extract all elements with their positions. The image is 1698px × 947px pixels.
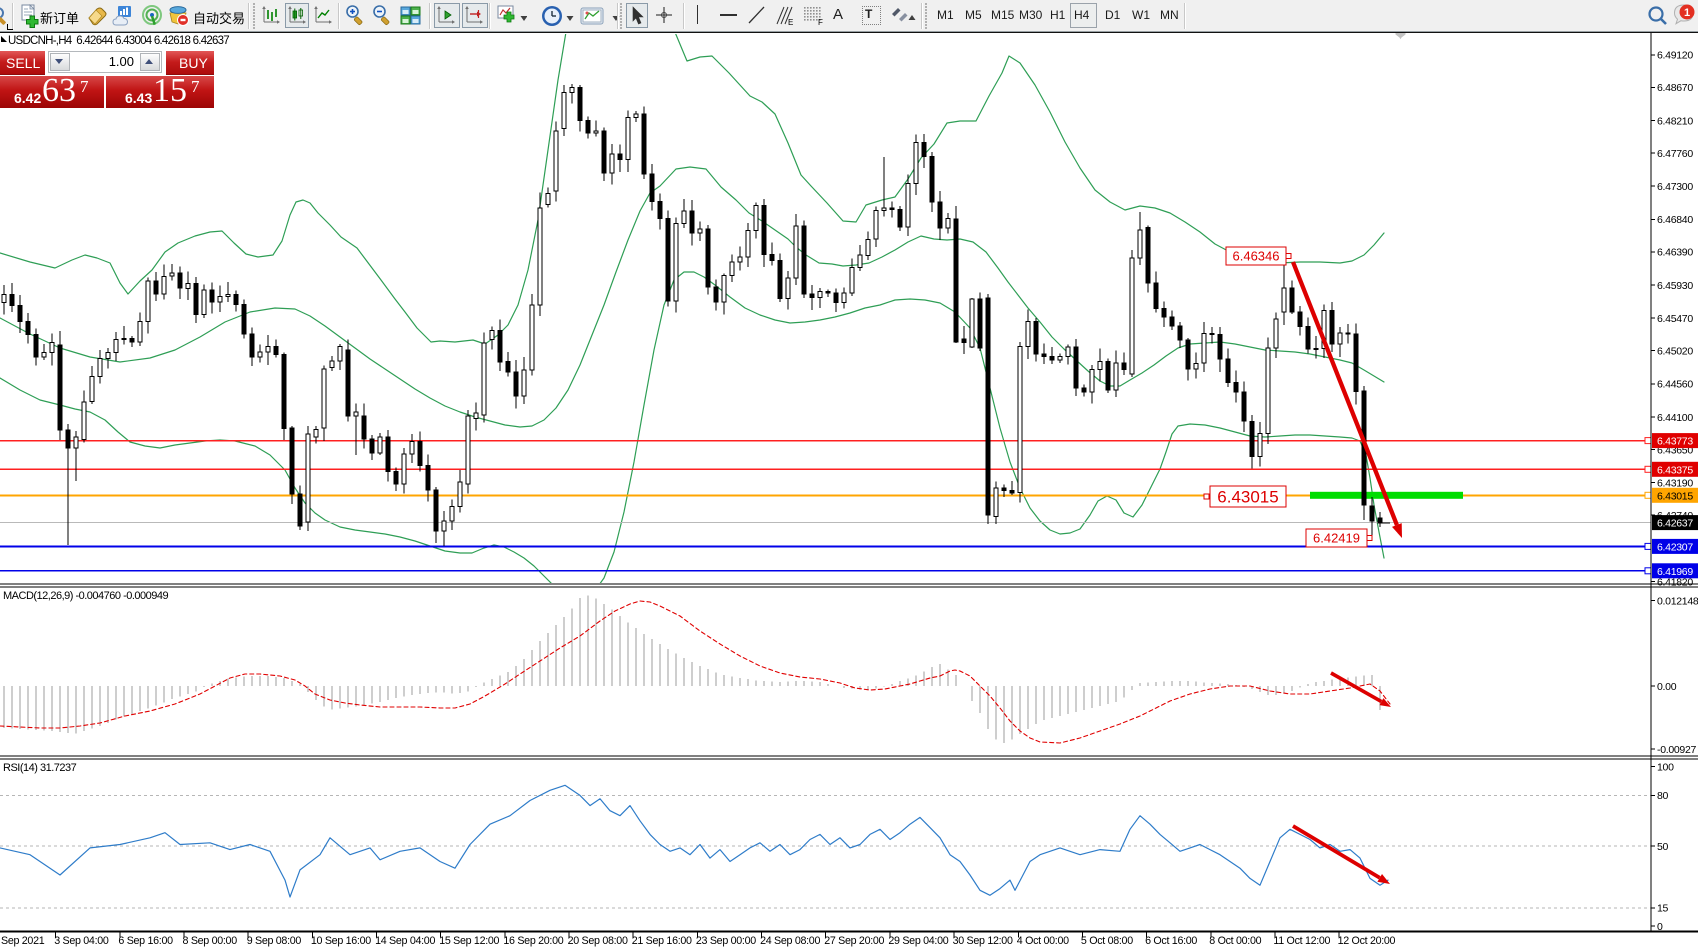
svg-text:6.43015: 6.43015 — [1657, 490, 1693, 502]
svg-text:6.45470: 6.45470 — [1657, 313, 1693, 325]
svg-text:14 Sep 04:00: 14 Sep 04:00 — [375, 935, 435, 947]
svg-text:USDCNH-,H4 6.42644 6.43004 6.: USDCNH-,H4 6.42644 6.43004 6.42618 6.426… — [8, 35, 229, 47]
svg-text:6.41969: 6.41969 — [1657, 566, 1693, 578]
svg-text:6.48210: 6.48210 — [1657, 115, 1693, 127]
svg-text:24 Sep 08:00: 24 Sep 08:00 — [760, 935, 820, 947]
svg-text:6.49120: 6.49120 — [1657, 50, 1693, 62]
svg-text:10 Sep 16:00: 10 Sep 16:00 — [311, 935, 371, 947]
svg-text:3 Sep 04:00: 3 Sep 04:00 — [54, 935, 109, 947]
svg-text:6.46840: 6.46840 — [1657, 214, 1693, 226]
svg-text:29 Sep 04:00: 29 Sep 04:00 — [888, 935, 948, 947]
svg-text:27 Sep 20:00: 27 Sep 20:00 — [824, 935, 884, 947]
svg-text:6.45020: 6.45020 — [1657, 346, 1693, 358]
svg-text:6.44560: 6.44560 — [1657, 379, 1693, 391]
svg-text:6.48670: 6.48670 — [1657, 82, 1693, 94]
svg-text:5 Oct 08:00: 5 Oct 08:00 — [1081, 935, 1133, 947]
svg-text:6.41820: 6.41820 — [1657, 576, 1693, 588]
svg-text:15 Sep 12:00: 15 Sep 12:00 — [439, 935, 499, 947]
svg-text:30 Sep 12:00: 30 Sep 12:00 — [953, 935, 1013, 947]
svg-text:15: 15 — [1657, 903, 1669, 915]
svg-text:0: 0 — [1657, 921, 1663, 933]
svg-text:6.47760: 6.47760 — [1657, 148, 1693, 160]
svg-text:E: E — [788, 18, 793, 27]
svg-text:6.43773: 6.43773 — [1657, 436, 1693, 448]
svg-text:MACD(12,26,9) -0.004760 -0.000: MACD(12,26,9) -0.004760 -0.000949 — [3, 590, 168, 602]
svg-text:80: 80 — [1657, 790, 1669, 802]
svg-text:1: 1 — [1684, 7, 1690, 19]
svg-text:6.43190: 6.43190 — [1657, 478, 1693, 490]
svg-text:6.44100: 6.44100 — [1657, 412, 1693, 424]
svg-text:6 Oct 16:00: 6 Oct 16:00 — [1145, 935, 1197, 947]
svg-text:6 Sep 16:00: 6 Sep 16:00 — [118, 935, 173, 947]
svg-text:8 Oct 00:00: 8 Oct 00:00 — [1209, 935, 1261, 947]
svg-text:20 Sep 08:00: 20 Sep 08:00 — [568, 935, 628, 947]
svg-text:6.43015: 6.43015 — [1217, 488, 1278, 507]
svg-text:4 Oct 00:00: 4 Oct 00:00 — [1017, 935, 1069, 947]
svg-text:8 Sep 00:00: 8 Sep 00:00 — [183, 935, 238, 947]
svg-text:100: 100 — [1657, 761, 1674, 773]
svg-text:23 Sep 00:00: 23 Sep 00:00 — [696, 935, 756, 947]
svg-text:RSI(14) 31.7237: RSI(14) 31.7237 — [3, 762, 77, 774]
svg-text:21 Sep 16:00: 21 Sep 16:00 — [632, 935, 692, 947]
svg-text:9 Sep 08:00: 9 Sep 08:00 — [247, 935, 302, 947]
svg-text:-0.00927: -0.00927 — [1657, 744, 1697, 756]
svg-text:12 Oct 20:00: 12 Oct 20:00 — [1338, 935, 1396, 947]
svg-text:6.46390: 6.46390 — [1657, 247, 1693, 259]
svg-text:0.00: 0.00 — [1657, 681, 1677, 693]
svg-text:16 Sep 20:00: 16 Sep 20:00 — [503, 935, 563, 947]
svg-text:6.47300: 6.47300 — [1657, 181, 1693, 193]
svg-text:6.42637: 6.42637 — [1657, 518, 1693, 530]
svg-text:6.45930: 6.45930 — [1657, 280, 1693, 292]
svg-text:6.42307: 6.42307 — [1657, 541, 1693, 553]
svg-text:Sep 2021: Sep 2021 — [1, 935, 45, 947]
svg-text:F: F — [818, 18, 823, 27]
svg-text:0.012148: 0.012148 — [1657, 595, 1698, 607]
svg-text:6.43375: 6.43375 — [1657, 464, 1693, 476]
svg-text:11 Oct 12:00: 11 Oct 12:00 — [1273, 935, 1330, 947]
svg-text:6.42419: 6.42419 — [1313, 531, 1360, 546]
svg-text:6.46346: 6.46346 — [1233, 249, 1280, 264]
svg-text:50: 50 — [1657, 841, 1669, 853]
